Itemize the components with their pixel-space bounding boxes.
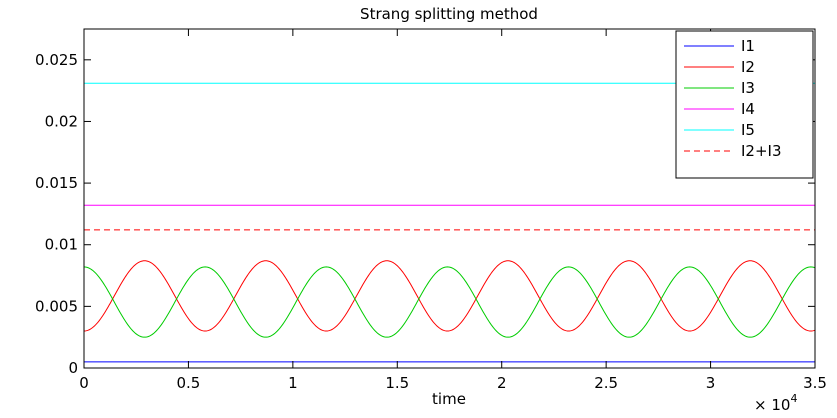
- x-axis-label: time: [432, 390, 466, 408]
- y-tick-label: 0: [68, 359, 78, 377]
- legend-label-1: I2: [741, 58, 755, 76]
- series-layer: [83, 82, 816, 363]
- x-tick-label: 0: [79, 374, 89, 392]
- y-tick-label: 0.01: [45, 236, 78, 254]
- legend-label-5: I2+I3: [741, 142, 782, 160]
- y-tick-label: 0.005: [35, 297, 78, 315]
- x-tick-label: 2: [497, 374, 507, 392]
- plot-frame: [83, 28, 816, 369]
- x-axis-multiplier-exponent: 4: [790, 392, 797, 405]
- x-axis-ticks: 0 0.5 1 1.5 2 2.5 3 3.5: [79, 29, 827, 392]
- y-tick-label: 0.015: [35, 174, 78, 192]
- x-axis-multiplier-base: × 10: [754, 396, 790, 414]
- x-tick-label: 0.5: [176, 374, 200, 392]
- x-tick-label: 1: [288, 374, 298, 392]
- series-line-1: [83, 260, 816, 332]
- y-axis-ticks: 0 0.005 0.01 0.015 0.02 0.025: [35, 51, 815, 377]
- legend-box: [675, 30, 814, 179]
- x-tick-label: 3: [706, 374, 716, 392]
- series-line-2: [83, 266, 816, 338]
- legend-label-4: I5: [741, 121, 755, 139]
- x-tick-label: 1.5: [385, 374, 409, 392]
- chart-title: Strang splitting method: [360, 5, 538, 23]
- legend-label-3: I4: [741, 100, 755, 118]
- legend: I1 I2 I3 I4 I5 I2+I3: [675, 30, 814, 179]
- x-axis-multiplier: × 104: [754, 392, 797, 414]
- y-tick-label: 0.025: [35, 51, 78, 69]
- y-tick-label: 0.02: [45, 112, 78, 130]
- x-tick-label: 2.5: [594, 374, 618, 392]
- legend-label-0: I1: [741, 37, 755, 55]
- x-tick-label: 3.5: [803, 374, 827, 392]
- legend-label-2: I3: [741, 79, 755, 97]
